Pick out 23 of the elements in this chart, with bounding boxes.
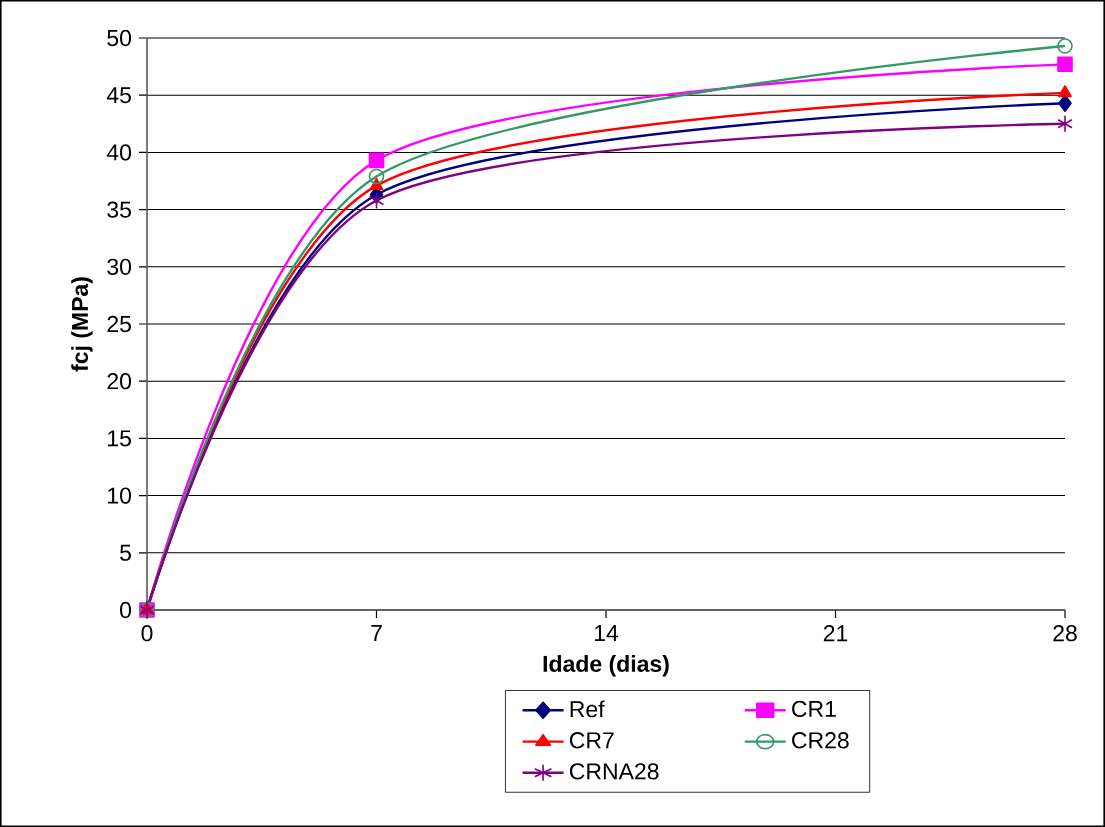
y-tick-label: 50 — [107, 29, 132, 47]
y-tick-label: 40 — [106, 144, 132, 161]
legend-label: CR28 — [792, 732, 849, 749]
y-tick-label: 30 — [107, 258, 132, 275]
legend-label: Ref — [570, 700, 605, 718]
y-tick-label: 15 — [108, 430, 131, 447]
legend-label: CR1 — [792, 700, 836, 718]
y-axis-title: fcj (MPa) — [71, 277, 93, 372]
y-tick-label: 10 — [108, 487, 132, 504]
x-tick-label: 0 — [141, 625, 153, 642]
y-tick-label: 20 — [107, 373, 132, 390]
x-tick-label: 21 — [823, 625, 848, 642]
y-tick-label: 45 — [106, 87, 131, 104]
y-tick-label: 5 — [120, 544, 131, 561]
legend-label: CR7 — [569, 732, 614, 749]
y-tick-label: 0 — [120, 601, 132, 619]
x-tick-label: 7 — [371, 625, 382, 641]
y-tick-label: 25 — [107, 315, 131, 333]
x-tick-label: 14 — [594, 625, 619, 641]
x-axis-title: Idade (dias) — [543, 655, 669, 677]
x-tick-label: 28 — [1053, 625, 1077, 642]
legend-label: CRNA28 — [569, 763, 659, 780]
y-tick-label: 35 — [107, 201, 131, 218]
